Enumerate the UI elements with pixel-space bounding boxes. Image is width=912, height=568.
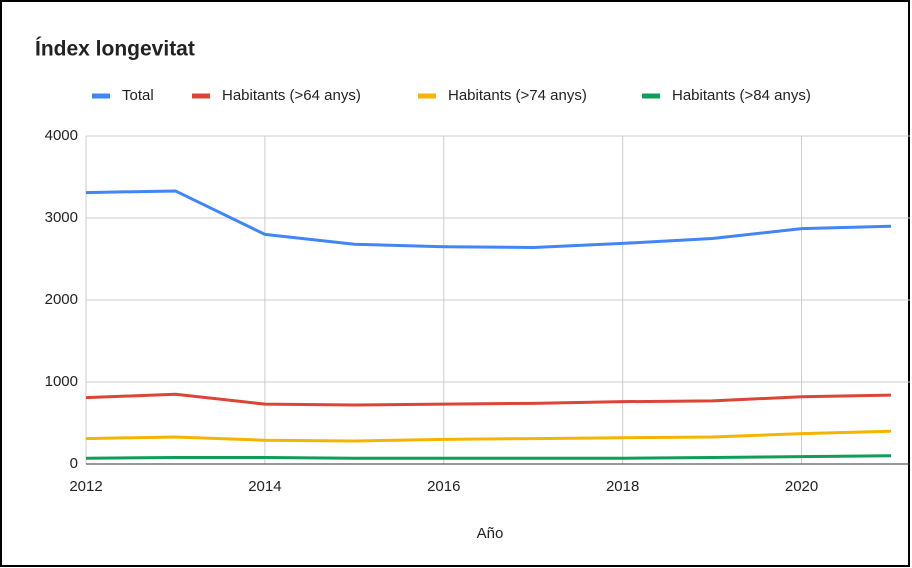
legend-label: Total [122, 87, 154, 104]
y-tick-label: 0 [70, 455, 78, 472]
y-tick-label: 1000 [45, 373, 78, 390]
y-tick-label: 3000 [45, 209, 78, 226]
x-tick-label: 2014 [248, 478, 281, 495]
legend-label: Habitants (>74 anys) [448, 87, 587, 104]
x-tick-label: 2016 [427, 478, 460, 495]
x-tick-label: 2020 [785, 478, 818, 495]
data-line [85, 429, 892, 443]
x-axis-label: Año [477, 525, 504, 542]
x-tick-label: 2018 [606, 478, 639, 495]
data-line [85, 392, 892, 407]
y-tick-label: 4000 [45, 127, 78, 144]
chart-title: Índex longevitat [35, 38, 195, 61]
data-line [85, 454, 892, 460]
y-tick-label: 2000 [45, 291, 78, 308]
legend-label: Habitants (>64 anys) [222, 87, 361, 104]
data-line [85, 189, 892, 250]
legend-label: Habitants (>84 anys) [672, 87, 811, 104]
x-tick-label: 2012 [69, 478, 102, 495]
